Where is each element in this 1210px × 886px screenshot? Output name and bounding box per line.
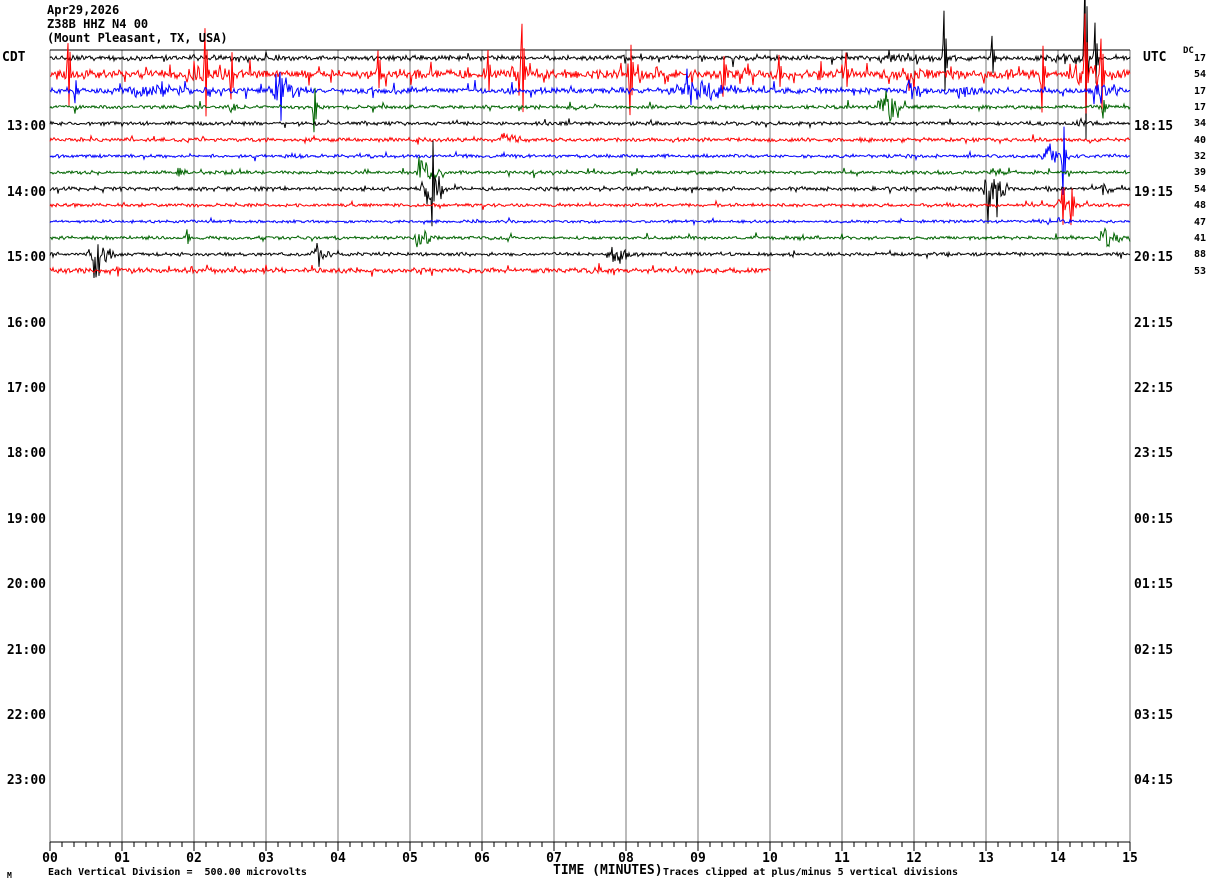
dc-offset-value: 17 (1193, 53, 1206, 64)
trace-row (49, 126, 1131, 196)
trace-row (49, 132, 1131, 145)
x-axis-title: TIME (MINUTES) (553, 863, 663, 878)
dc-offset-value: 54 (1193, 69, 1206, 81)
trace-row (49, 263, 771, 277)
dc-offset-value: 40 (1193, 134, 1206, 146)
right-time-label: 00:15 (1134, 511, 1174, 527)
right-time-label: 02:15 (1134, 642, 1174, 658)
dc-offset-value: 47 (1193, 216, 1206, 228)
minute-tick-label: 04 (330, 851, 346, 866)
minute-tick-label: 03 (258, 851, 274, 866)
minute-tick-label: 07 (546, 851, 562, 866)
right-time-label: 19:15 (1134, 184, 1174, 200)
trace-row (49, 216, 1131, 227)
left-time-label: 19:00 (6, 511, 46, 527)
left-time-label: 17:00 (6, 381, 46, 396)
right-time-label: 04:15 (1134, 773, 1174, 789)
trace-row (49, 226, 1131, 248)
minute-tick-label: 15 (1122, 851, 1138, 866)
dc-offset-value: 53 (1193, 265, 1206, 277)
left-time-label: 22:00 (6, 708, 46, 723)
left-time-label: 14:00 (6, 184, 46, 200)
trace-row (49, 243, 1131, 279)
dc-offset-value: 17 (1193, 102, 1206, 114)
right-time-label: 18:15 (1134, 119, 1174, 135)
left-time-label: 20:00 (6, 577, 46, 593)
left-time-label: 23:00 (6, 773, 46, 789)
footer-mark: M (7, 871, 12, 880)
minute-tick-label: 08 (618, 851, 634, 866)
minute-tick-label: 00 (42, 851, 58, 866)
trace-row (49, 0, 1131, 140)
left-time-label: 13:00 (6, 119, 46, 135)
title-station: Z38B HHZ N4 00 (47, 17, 149, 31)
dc-offset-value: 17 (1193, 85, 1206, 97)
dc-offset-value: 88 (1193, 249, 1206, 261)
minute-tick-label: 02 (186, 851, 202, 866)
trace-row (49, 117, 1131, 130)
clip-note: Traces clipped at plus/minus 5 vertical … (663, 867, 959, 878)
left-time-label: 16:00 (6, 315, 46, 331)
right-timezone-label: UTC (1143, 50, 1167, 65)
trace-row (49, 140, 1131, 227)
right-time-label: 21:15 (1134, 315, 1174, 331)
right-time-label: 20:15 (1134, 250, 1174, 266)
left-timezone-label: CDT (2, 50, 26, 65)
dc-offset-header: DC (1183, 46, 1194, 56)
minute-tick-label: 12 (906, 851, 922, 866)
trace-row (49, 13, 1131, 117)
trace-row (49, 186, 1131, 226)
dc-offset-value: 39 (1193, 167, 1206, 179)
minute-tick-label: 06 (474, 851, 490, 866)
minute-tick-label: 05 (402, 851, 418, 866)
minute-tick-label: 01 (114, 851, 130, 866)
minute-tick-label: 14 (1050, 851, 1066, 866)
dc-offset-value: 48 (1193, 200, 1206, 212)
minute-tick-label: 09 (690, 851, 706, 866)
vertical-division-note: Each Vertical Division = 500.00 microvol… (48, 867, 307, 878)
title-date: Apr29,2026 (47, 3, 120, 17)
title-location: (Mount Pleasant, TX, USA) (47, 31, 228, 45)
left-time-label: 18:00 (6, 446, 46, 462)
minute-tick-label: 13 (978, 851, 994, 866)
right-time-label: 03:15 (1134, 708, 1174, 723)
left-time-label: 15:00 (6, 250, 46, 266)
left-time-label: 21:00 (6, 642, 46, 658)
minute-tick-label: 10 (762, 851, 778, 866)
dc-offset-value: 54 (1193, 183, 1206, 195)
trace-row (49, 87, 1131, 133)
right-time-label: 01:15 (1134, 577, 1174, 593)
dc-offset-value: 32 (1193, 151, 1206, 163)
dc-offset-value: 41 (1193, 232, 1206, 244)
dc-offset-value: 34 (1193, 118, 1206, 130)
trace-row (49, 68, 1131, 121)
minute-tick-label: 11 (834, 851, 850, 866)
trace-row (49, 156, 1131, 180)
right-time-label: 22:15 (1134, 381, 1174, 396)
right-time-label: 23:15 (1134, 446, 1174, 462)
